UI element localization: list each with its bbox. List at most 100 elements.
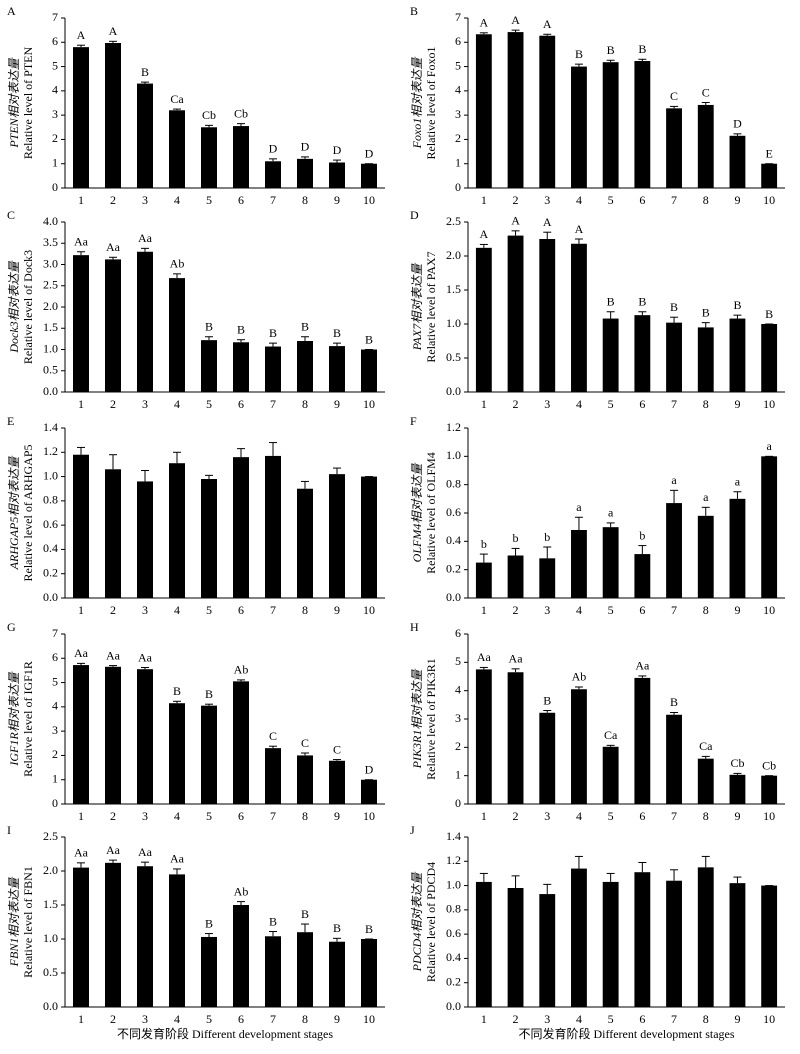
y-tick-label: 0 [52,180,58,194]
significance-label: Aa [138,650,153,664]
x-tick-label: 8 [703,397,709,411]
error-bar [333,937,341,942]
x-tick-label: 6 [238,1012,244,1026]
error-bar [205,124,213,128]
y-tick-label: 0.2 [446,561,461,575]
bar [539,239,556,392]
bar [297,341,313,392]
bar [571,689,587,804]
error-bar [109,859,117,863]
error-bar [479,243,488,248]
x-tick-label: 8 [302,809,308,823]
bar [539,35,556,188]
y-tick-label: 7 [52,10,58,24]
bar [265,936,281,1007]
y-tick-label: 1.2 [446,853,461,867]
bar [329,162,345,188]
significance-label: Ca [699,739,713,753]
error-bar [205,703,213,706]
bar [329,474,345,598]
significance-label: D [269,142,278,156]
x-tick-label: 2 [110,193,116,207]
bar [729,883,746,1007]
bar [697,867,714,1007]
significance-label: Ab [572,670,587,684]
significance-label: A [511,13,520,27]
y-tick-label: 1 [52,771,58,785]
error-bar [574,686,583,690]
x-tick-label: 2 [110,603,116,617]
significance-label: B [765,307,773,321]
x-tick-label: 2 [513,603,519,617]
y-tick-label: 5 [455,654,461,668]
x-tick-label: 7 [270,809,276,823]
bar [169,874,185,1007]
bar [602,318,619,392]
y-tick-label: 0.0 [446,590,461,604]
y-tick-label: 2 [455,739,461,753]
error-bar [479,32,488,35]
y-tick-label: 0.8 [43,493,58,507]
bar [697,758,714,804]
bar [73,255,89,392]
significance-label: a [671,473,677,487]
significance-label: B [173,684,181,698]
x-tick-label: 10 [363,397,375,411]
x-tick-label: 10 [363,1012,375,1026]
bar [201,127,217,188]
error-bar [301,336,309,341]
significance-label: Ab [234,884,249,898]
bar [361,476,377,598]
error-bar [269,745,277,749]
bar [507,555,524,598]
y-tick-label: 1.0 [43,341,58,355]
y-axis-label: OLFM4相对表达量 [410,463,424,563]
x-tick-label: 4 [576,809,582,823]
bar [329,941,345,1007]
x-tick-label: 7 [671,1012,677,1026]
bar [634,315,651,392]
panel-letter: I [7,823,11,837]
bar [169,278,185,392]
x-tick-label: 9 [334,193,340,207]
error-bar [173,700,181,704]
bar [666,714,682,804]
error-bar [638,58,647,61]
bar [137,669,153,804]
error-bar [173,273,181,279]
bar [761,163,778,188]
bar [265,161,281,188]
x-tick-label: 2 [110,1012,116,1026]
x-tick-label: 3 [544,809,550,823]
bar [265,346,281,392]
y-tick-label: 0.4 [446,533,461,547]
error-bar [638,862,647,873]
significance-label: B [301,907,309,921]
bar [201,936,217,1007]
x-tick-label: 1 [78,603,84,617]
y-axis-label: Relative level of IGF1R [21,661,35,777]
panel: J PDCD4相对表达量 Relative level of PDCD4 0.0 0.2… [410,823,785,1041]
error-bar [543,883,552,895]
significance-label: a [608,506,614,520]
error-bar [141,81,149,84]
x-tick-label: 8 [302,397,308,411]
error-bar [574,238,583,244]
y-tick-label: 4 [455,682,461,696]
y-axis-label: Relative level of OLFM4 [424,452,438,574]
significance-label: B [670,695,678,709]
error-bar [141,247,149,252]
error-bar [733,876,742,884]
bar [329,760,345,804]
x-tick-label: 6 [639,603,645,617]
x-tick-label: 7 [270,1012,276,1026]
error-bar [511,547,520,556]
bar [666,503,682,598]
y-tick-label: 0.5 [446,350,461,364]
x-tick-label: 8 [302,193,308,207]
y-tick-label: 1 [52,155,58,169]
y-tick-label: 0 [455,180,461,194]
error-bar [77,862,85,868]
significance-label: B [365,332,373,346]
x-tick-label: 8 [302,1012,308,1026]
